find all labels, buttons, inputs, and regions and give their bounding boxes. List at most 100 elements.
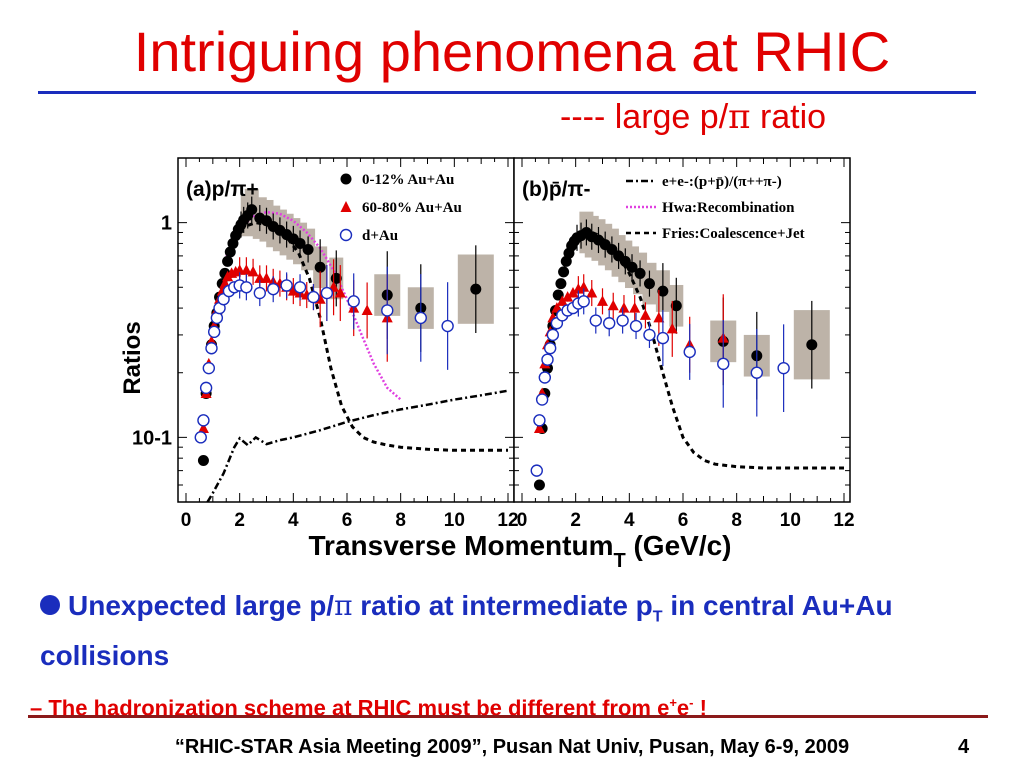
data-point-60-80pct <box>197 422 209 433</box>
footer-divider <box>28 715 988 718</box>
data-point-0-12pct <box>670 300 682 312</box>
data-point-dau <box>240 281 253 294</box>
bullet-text-1: Unexpected large p/ <box>68 590 335 621</box>
data-point-60-80pct <box>597 295 608 306</box>
note-text-2: ! <box>693 695 707 721</box>
data-point-dau <box>717 357 730 371</box>
panel-b-plot: 0 2 4 6 8 10 12 (b)p̄/π-e+e-:(p+p̄)/(π++π-) Hwa:… <box>513 157 855 531</box>
x-axis-title-unit: (GeV/c) <box>626 530 732 561</box>
panel-label: (b)p̄/π- <box>522 178 591 201</box>
data-point-60-80pct <box>618 302 630 313</box>
data-point-dau <box>538 371 552 384</box>
bullet-point: Unexpected large p/π ratio at intermedia… <box>40 587 990 675</box>
x-axis-title-main: Transverse Momentum <box>308 530 613 561</box>
data-point-0-12pct <box>314 261 326 273</box>
page-number: 4 <box>958 736 970 758</box>
data-point-0-12pct <box>555 278 567 290</box>
data-point-dau <box>205 342 218 355</box>
x-tick-label: 2 <box>570 510 581 531</box>
data-point-dau <box>381 304 394 317</box>
footer-text: “RHIC-STAR Asia Meeting 2009”, Pusan Nat… <box>174 736 850 758</box>
subtitle-prefix: ---- large p/ <box>560 98 729 136</box>
x-tick-label: 10 <box>444 510 465 531</box>
legend-marker-60-80pct <box>340 201 352 212</box>
data-point-dau <box>207 325 221 339</box>
pt-ratio-figure: Ratios 1 10-1 0 2 4 6 8 10 12 (a)p/π+ 0-12% Au+Au 6… <box>119 157 855 572</box>
bullet-text-2: ratio at intermediate p <box>352 590 653 621</box>
legend-label: Fries:Coalescence+Jet <box>662 226 805 242</box>
y-tick-label: 10-1 <box>132 427 172 449</box>
data-point-dau <box>589 314 602 327</box>
x-tick-label: 0 <box>181 510 192 531</box>
x-tick-label: 12 <box>833 510 854 531</box>
data-point-0-12pct <box>224 246 236 258</box>
data-point-60-80pct <box>607 299 619 311</box>
data-point-dau <box>199 381 213 395</box>
legend-label: 0-12% Au+Au <box>362 172 454 188</box>
data-point-dau <box>541 353 554 366</box>
subtitle-suffix: ratio <box>750 98 827 136</box>
slide-subtitle: ---- large p/π ratio <box>560 97 826 137</box>
legend-label: e+e-:(p+p̄)/(π++π-) <box>662 174 782 190</box>
bullet-subscript: T <box>652 608 663 626</box>
legend-label: d+Au <box>362 228 398 244</box>
y-axis-label: Ratios <box>119 321 146 394</box>
data-point-0-12pct <box>657 285 669 297</box>
x-axis-label: Transverse MomentumT (GeV/c) <box>308 530 731 572</box>
data-point-60-80pct <box>240 264 252 275</box>
data-point-dau <box>546 328 560 342</box>
x-tick-label: 6 <box>342 510 353 531</box>
data-point-60-80pct <box>666 322 678 334</box>
data-point-60-80pct <box>567 287 579 298</box>
title-underline <box>38 91 976 94</box>
data-point-60-80pct <box>639 309 651 320</box>
legend-label: Hwa:Recombination <box>662 200 795 216</box>
data-point-0-12pct <box>294 237 306 249</box>
data-point-0-12pct <box>197 455 209 467</box>
data-point-60-80pct <box>334 287 346 298</box>
data-point-dau <box>530 464 543 477</box>
data-point-0-12pct <box>558 266 570 278</box>
y-tick-label: 1 <box>161 213 172 235</box>
data-point-dau <box>267 282 280 296</box>
data-point-dau <box>656 331 670 345</box>
data-point-dau <box>543 342 557 355</box>
x-tick-label: 10 <box>780 510 801 531</box>
x-tick-label: 8 <box>731 510 742 531</box>
data-point-dau <box>414 311 427 325</box>
data-point-dau <box>347 295 360 308</box>
x-tick-label: 4 <box>624 510 635 531</box>
data-point-60-80pct <box>287 285 299 296</box>
data-point-60-80pct <box>578 281 590 292</box>
data-point-dau <box>441 319 454 333</box>
model-curve-dash-dot <box>206 389 509 502</box>
data-point-dau <box>307 290 320 304</box>
x-tick-label: 12 <box>497 510 518 531</box>
data-point-dau <box>253 286 266 300</box>
x-tick-label: 6 <box>678 510 689 531</box>
x-tick-label: 0 <box>517 510 528 531</box>
x-tick-label: 4 <box>288 510 299 531</box>
data-point-60-80pct <box>562 291 574 302</box>
data-point-dau <box>603 317 616 330</box>
panel-a-plot: 1 10-1 0 2 4 6 8 10 12 (a)p/π+ 0-12% Au+Au 60-80% A… <box>132 157 519 531</box>
data-point-dau <box>194 431 207 444</box>
data-point-60-80pct <box>556 295 568 306</box>
data-point-dau <box>750 366 763 379</box>
data-point-0-12pct <box>533 479 545 491</box>
x-tick-label: 2 <box>234 510 245 531</box>
data-point-0-12pct <box>626 261 638 273</box>
panel-label: (a)p/π+ <box>186 178 259 201</box>
bullet-dot-icon <box>40 595 60 615</box>
data-point-0-12pct <box>634 267 646 279</box>
legend-marker-0-12pct <box>340 173 352 185</box>
data-point-0-12pct <box>302 243 314 255</box>
x-tick-label: 8 <box>395 510 406 531</box>
legend-label: 60-80% Au+Au <box>362 200 462 216</box>
data-point-0-12pct <box>246 204 258 216</box>
x-axis-title: Transverse MomentumT (GeV/c) <box>308 530 731 572</box>
data-point-60-80pct <box>533 422 545 433</box>
data-point-dau <box>777 361 790 375</box>
legend-marker-dau <box>339 228 353 242</box>
data-point-0-12pct <box>643 278 655 290</box>
